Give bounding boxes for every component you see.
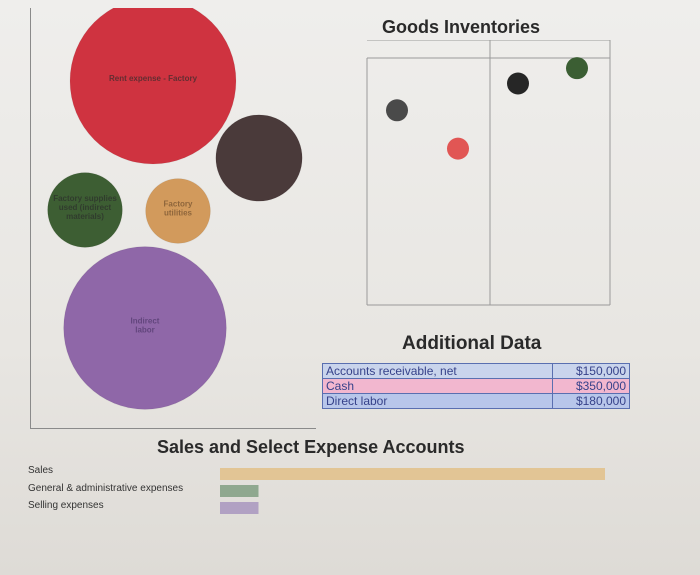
bubble-3 [145, 178, 211, 244]
inv-point-1 [447, 137, 469, 160]
bubble-0 [69, 8, 237, 165]
bar-1 [220, 485, 259, 497]
inventories-chart [366, 40, 611, 306]
inv-point-2 [507, 72, 529, 95]
bar-0 [220, 468, 605, 480]
bubble-label-3: Factory utilities [164, 200, 193, 218]
sales-chart-title: Sales and Select Expense Accounts [157, 437, 465, 457]
bubble-chart: Rent expense - Factory Factory supplies us… [47, 8, 303, 410]
bubble-label-2: Factory supplies used (indirect materials) [53, 194, 117, 221]
bubble-1 [215, 114, 303, 202]
additional-data-value: $150,000 [552, 363, 630, 379]
inv-point-0 [386, 99, 408, 122]
additional-data-label: Direct labor [322, 393, 553, 409]
bar-label-selling: Selling expenses [28, 500, 104, 511]
bubble-4 [63, 246, 227, 410]
additional-data-title: Additional Data [402, 333, 542, 354]
bar-2 [220, 502, 259, 514]
bubble-label-0: Rent expense - Factory [109, 74, 198, 83]
additional-data-row: Direct labor $180,000 [322, 393, 630, 409]
additional-data-value: $180,000 [552, 393, 630, 409]
bubble-label-4: Indirect labor [131, 317, 160, 335]
inventories-title: Goods Inventories [382, 17, 541, 37]
additional-data-label: Cash [322, 378, 553, 394]
bar-label-sales: Sales [28, 465, 54, 476]
sales-expense-bar-chart [220, 468, 605, 514]
bubble-chart-panel: Rent expense - Factory Factory supplies us… [30, 8, 316, 429]
additional-data-value: $350,000 [552, 378, 630, 394]
inv-point-3 [566, 57, 588, 80]
bubble-2 [47, 172, 123, 248]
additional-data-row: Accounts receivable, net $150,000 [322, 363, 630, 379]
additional-data-table: Accounts receivable, net $150,000 Cash $350… [322, 363, 630, 409]
additional-data-label: Accounts receivable, net [322, 363, 553, 379]
additional-data-row: Cash $350,000 [322, 378, 630, 394]
bar-label-general-admin: General & administrative expenses [28, 483, 184, 494]
